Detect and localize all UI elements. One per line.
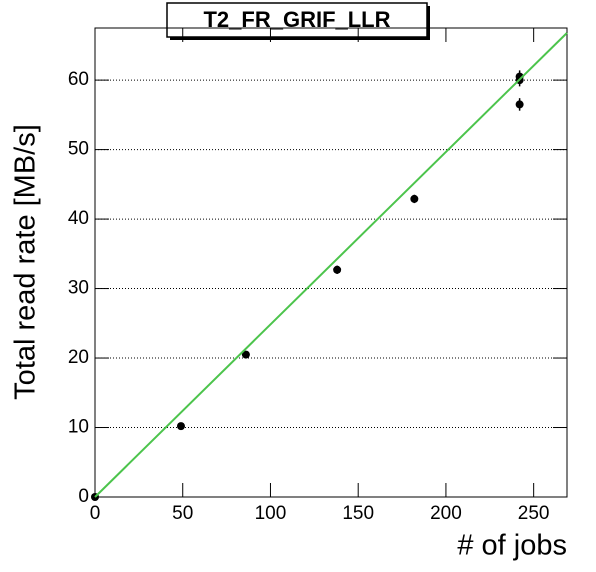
y-tick-label: 30 [68,278,89,299]
y-tick-label: 20 [68,347,89,368]
fit-line [94,32,568,498]
data-point [176,422,185,431]
data-point [515,100,524,109]
x-tick-label: 0 [90,503,101,524]
data-point [333,265,342,274]
y-tick-label: 60 [68,69,89,90]
x-tick-label: 150 [342,503,374,524]
y-tick-label: 50 [68,139,89,160]
plot-frame [94,27,568,498]
x-axis-title: # of jobs [457,530,567,562]
x-tick-label: 100 [255,503,287,524]
x-tick-label: 250 [518,503,550,524]
y-tick-label: 10 [68,417,89,438]
data-point [241,350,250,359]
x-tick-label: 50 [172,503,193,524]
y-tick-label: 40 [68,208,89,229]
data-point [410,194,419,203]
y-axis-title: Total read rate [MB/s] [10,124,42,400]
title-box [166,2,428,38]
x-tick-label: 200 [430,503,462,524]
y-tick-label: 0 [78,486,89,507]
